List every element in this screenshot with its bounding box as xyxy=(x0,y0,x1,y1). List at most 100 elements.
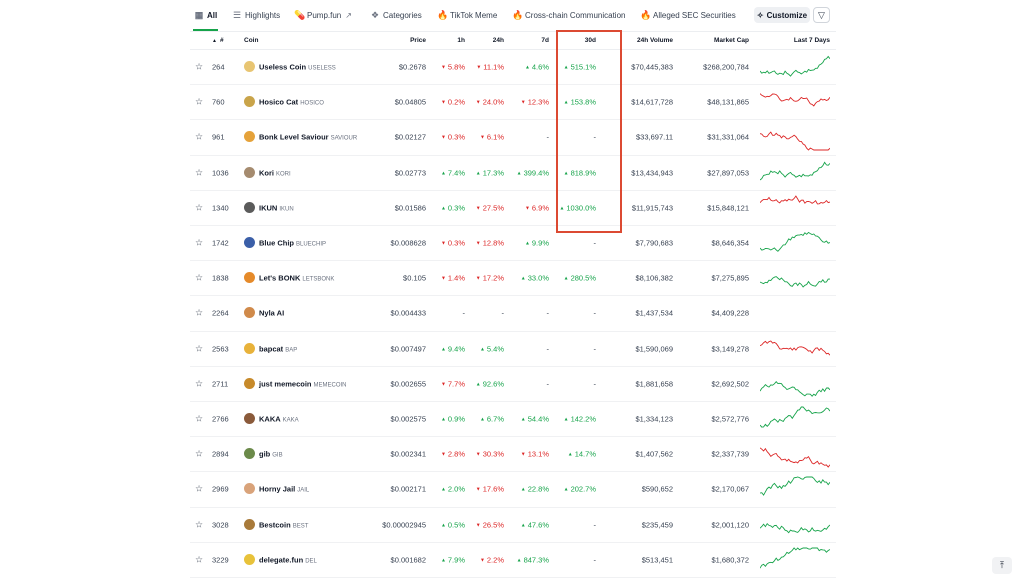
col-volume-header[interactable]: 24h Volume xyxy=(636,37,673,44)
coin-name-link[interactable]: delegate.fun DEL xyxy=(259,555,317,564)
col-1h-header[interactable]: 1h xyxy=(457,37,465,44)
sparkline-7d xyxy=(760,93,830,107)
table-row[interactable]: ☆ 2711 just memecoin MEMECOIN $0.002655 ▼ 7.7%… xyxy=(190,367,836,402)
coin-name-link[interactable]: bapcat BAP xyxy=(259,344,297,353)
change-24h: ▼ 27.5% xyxy=(475,203,504,213)
star-icon[interactable]: ☆ xyxy=(194,448,204,459)
tab-cross-chain-communication[interactable]: 🔥 Cross-chain Communication xyxy=(512,6,625,24)
star-icon[interactable]: ☆ xyxy=(194,378,204,389)
coin-name-link[interactable]: Blue Chip BLUECHIP xyxy=(259,239,326,248)
col-coin-header[interactable]: Coin xyxy=(244,37,259,44)
coin-market-cap: $2,170,067 xyxy=(711,484,749,494)
coin-symbol: BAP xyxy=(285,347,298,354)
coin-name-link[interactable]: Bonk Level Saviour SAVIOUR xyxy=(259,133,357,142)
coin-symbol: JAIL xyxy=(297,487,310,494)
coin-market-cap: $8,646,354 xyxy=(711,238,749,248)
star-icon[interactable]: ☆ xyxy=(194,131,204,142)
coin-name-link[interactable]: Kori KORI xyxy=(259,168,291,177)
scroll-to-top-button[interactable]: ⤒ xyxy=(992,557,1012,574)
change-30d: ▲ 280.5% xyxy=(563,273,596,283)
coin-rank: 3229 xyxy=(212,555,229,565)
star-icon[interactable]: ☆ xyxy=(194,307,204,318)
col-30d-header[interactable]: 30d xyxy=(584,37,596,44)
col-mcap-header[interactable]: Market Cap xyxy=(713,37,749,44)
shapes-icon: ❖ xyxy=(370,9,380,20)
star-icon[interactable]: ☆ xyxy=(194,167,204,178)
col-price-header[interactable]: Price xyxy=(410,37,426,44)
sparkline-7d xyxy=(760,131,830,152)
change-1h: ▼ 5.8% xyxy=(440,62,465,72)
table-row[interactable]: ☆ 2563 bapcat BAP $0.007497 ▲ 9.4% ▲ 5.4% - - $1,59… xyxy=(190,332,836,367)
coin-name: Useless Coin xyxy=(259,62,307,72)
filter-button[interactable]: ▽ xyxy=(813,7,830,23)
customize-button[interactable]: ✧ Customize xyxy=(754,7,810,23)
coin-name-link[interactable]: Hosico Cat HOSICO xyxy=(259,98,324,107)
star-icon[interactable]: ☆ xyxy=(194,519,204,530)
coin-name-link[interactable]: IKUN IKUN xyxy=(259,203,294,212)
coin-logo-icon xyxy=(244,307,255,319)
coin-name-link[interactable]: Bestcoin BEST xyxy=(259,520,308,529)
table-row[interactable]: ☆ 1838 Let's BONK LETSBONK $0.105 ▼ 1.4% ▼ 17.2%… xyxy=(190,261,836,297)
table-row[interactable]: ☆ 2969 Horny Jail JAIL $0.002171 ▲ 2.0% ▼ 17.6% ▲… xyxy=(190,472,836,508)
coin-name-link[interactable]: Let's BONK LETSBONK xyxy=(259,274,334,283)
star-icon[interactable]: ☆ xyxy=(194,413,204,424)
coin-name-link[interactable]: KAKA KAKA xyxy=(259,415,299,424)
coin-price: $0.008628 xyxy=(390,238,426,248)
table-row[interactable]: ☆ 3028 Bestcoin BEST $0.00002945 ▲ 0.5% ▼ 26.5% ▲… xyxy=(190,508,836,543)
change-7d: ▲ 22.8% xyxy=(520,484,549,494)
tab-alleged-sec-securities[interactable]: 🔥 Alleged SEC Securities xyxy=(640,6,736,24)
star-icon[interactable]: ☆ xyxy=(194,272,204,283)
coin-symbol: BEST xyxy=(292,523,309,530)
coin-name-link[interactable]: Horny Jail JAIL xyxy=(259,485,309,494)
table-row[interactable]: ☆ 961 Bonk Level Saviour SAVIOUR $0.02127 ▼ 0.… xyxy=(190,120,836,156)
table-row[interactable]: ☆ 2264 Nyla AI $0.004433 - - - - $1,437,534 $4,40… xyxy=(190,296,836,332)
table-row[interactable]: ☆ 1340 IKUN IKUN $0.01586 ▲ 0.3% ▼ 27.5% ▼ 6.9% ▲ 10… xyxy=(190,191,836,226)
table-row[interactable]: ☆ 2894 gib GIB $0.002341 ▼ 2.8% ▼ 30.3% ▼ 13.1% ▲ 14… xyxy=(190,437,836,473)
caret-up-icon: ▲ xyxy=(440,205,446,212)
star-icon[interactable]: ☆ xyxy=(194,554,204,565)
star-icon[interactable]: ☆ xyxy=(194,96,204,107)
star-icon[interactable]: ☆ xyxy=(194,202,204,213)
change-1h: ▼ 0.2% xyxy=(440,97,465,107)
table-row[interactable]: ☆ 1742 Blue Chip BLUECHIP $0.008628 ▼ 0.3% ▼ 12.… xyxy=(190,226,836,262)
col-7d-header[interactable]: 7d xyxy=(541,37,549,44)
table-row[interactable]: ☆ 760 Hosico Cat HOSICO $0.04805 ▼ 0.2% ▼ 24.0% ▼… xyxy=(190,85,836,121)
tab-highlights[interactable]: ☰ Highlights xyxy=(232,6,280,24)
coin-symbol: DEL xyxy=(305,558,317,565)
coin-price: $0.002575 xyxy=(390,414,426,424)
star-icon[interactable]: ☆ xyxy=(194,237,204,248)
coin-market-cap: $268,200,784 xyxy=(703,62,749,72)
col-last7-header: Last 7 Days xyxy=(793,37,830,44)
coin-name-link[interactable]: Useless Coin USELESS xyxy=(259,63,336,72)
coin-logo-icon xyxy=(244,201,255,213)
caret-up-icon: ▲ xyxy=(440,557,446,564)
change-24h: - xyxy=(501,308,505,318)
table-row[interactable]: ☆ 1036 Kori KORI $0.02773 ▲ 7.4% ▲ 17.3% ▲ 399.4% ▲… xyxy=(190,156,836,191)
coin-symbol: IKUN xyxy=(279,206,294,213)
table-row[interactable]: ☆ 3229 delegate.fun DEL $0.001682 ▲ 7.9% ▼ 2.2% ▲… xyxy=(190,543,836,578)
coin-name: Bonk Level Saviour xyxy=(259,132,329,142)
change-1h: ▲ 9.4% xyxy=(440,344,465,354)
tab-tiktok-meme[interactable]: 🔥 TikTok Meme xyxy=(437,6,497,24)
coin-name-link[interactable]: Nyla AI xyxy=(259,309,286,318)
tab-pump-fun[interactable]: 💊 Pump.fun ↗ xyxy=(294,6,352,24)
table-row[interactable]: ☆ 264 Useless Coin USELESS $0.2678 ▼ 5.8% ▼ 11.1… xyxy=(190,50,836,86)
coin-rank: 2766 xyxy=(212,414,229,424)
caret-down-icon: ▼ xyxy=(440,64,446,71)
coin-rank: 3028 xyxy=(212,520,229,530)
coin-market-cap: $4,409,228 xyxy=(711,308,749,318)
tab-all[interactable]: ▦ All xyxy=(194,6,218,24)
col-24h-header[interactable]: 24h xyxy=(492,37,504,44)
star-icon[interactable]: ☆ xyxy=(194,61,204,72)
caret-down-icon: ▼ xyxy=(479,557,485,564)
tab-categories[interactable]: ❖ Categories xyxy=(370,6,422,24)
star-icon[interactable]: ☆ xyxy=(194,343,204,354)
coin-volume: $8,106,382 xyxy=(635,273,673,283)
change-24h: ▼ 6.1% xyxy=(479,132,504,142)
star-icon[interactable]: ☆ xyxy=(194,483,204,494)
coin-volume: $513,451 xyxy=(641,555,673,565)
coin-name-link[interactable]: gib GIB xyxy=(259,450,283,459)
table-row[interactable]: ☆ 2766 KAKA KAKA $0.002575 ▲ 0.9% ▲ 6.7% ▲ 54.4% ▲ 1… xyxy=(190,402,836,438)
col-rank-header[interactable]: ▲ # xyxy=(212,37,224,44)
coin-name-link[interactable]: just memecoin MEMECOIN xyxy=(259,379,347,388)
